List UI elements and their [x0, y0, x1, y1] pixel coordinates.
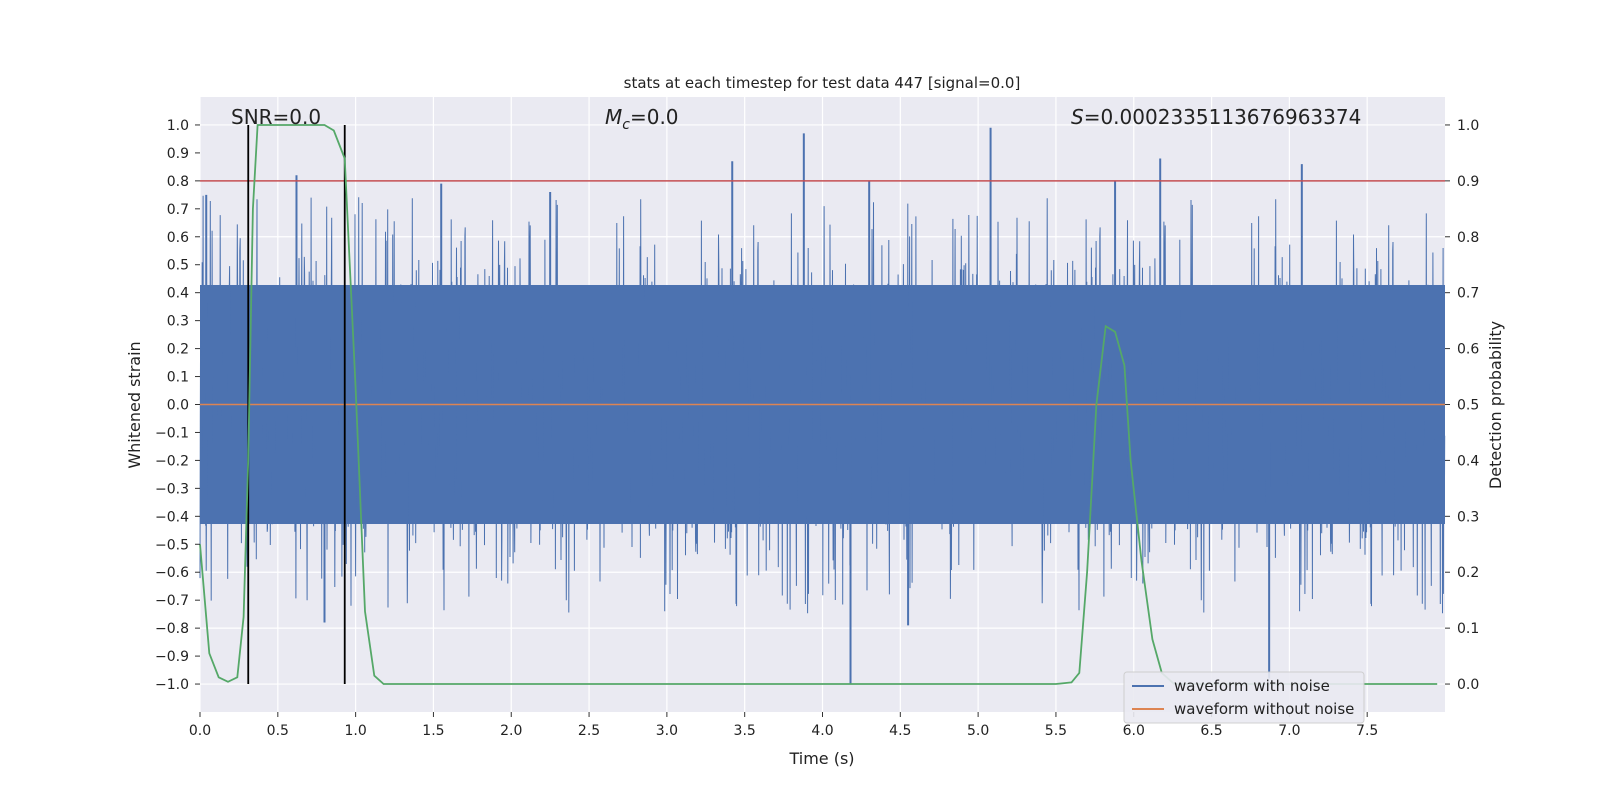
y2-tick-label: 0.7 — [1457, 286, 1479, 302]
x-tick-label: 3.0 — [656, 723, 678, 739]
y2-tick-label: 0.1 — [1457, 621, 1479, 637]
y-tick-label: −0.8 — [155, 621, 189, 637]
overlay-lines — [200, 124, 1445, 685]
snr-annotation: SNR=0.0 — [231, 105, 321, 129]
probability-line — [199, 124, 1438, 685]
legend: waveform with noise waveform without noi… — [1123, 671, 1365, 724]
x-tick-label: 0.5 — [267, 723, 289, 739]
chirp-mass-annotation: Mc=0.0 — [605, 105, 679, 133]
y-tick-label: −0.9 — [155, 649, 189, 665]
x-tick-label: 0.0 — [189, 723, 211, 739]
y2-tick-label: 0.6 — [1457, 342, 1479, 358]
y-tick-label: 0.9 — [167, 146, 189, 162]
y-tick-label: 0.6 — [167, 230, 189, 246]
x-tick-label: 1.5 — [422, 723, 444, 739]
y2-tick-label: 0.0 — [1457, 677, 1479, 693]
y-tick-label: 0.7 — [167, 202, 189, 218]
x-tick-label: 1.0 — [344, 723, 366, 739]
mc-value: =0.0 — [630, 105, 679, 129]
legend-box — [1123, 671, 1365, 724]
y-tick-label: −0.3 — [155, 481, 189, 497]
y-tick-label: 0.5 — [167, 258, 189, 274]
y2-tick-label: 0.4 — [1457, 453, 1479, 469]
y2-tick-label: 1.0 — [1457, 118, 1479, 134]
chart-title: stats at each timestep for test data 447… — [624, 74, 1021, 92]
y-tick-label: 0.4 — [167, 286, 189, 302]
y2-tick-label: 0.5 — [1457, 398, 1479, 414]
y-tick-label: 0.1 — [167, 370, 189, 386]
x-tick-label: 5.5 — [1045, 723, 1067, 739]
y-tick-label: −0.7 — [155, 593, 189, 609]
y-tick-label: 0.0 — [167, 398, 189, 414]
x-axis: 0.0 0.5 1.0 1.5 2.0 2.5 3.0 3.5 4.0 4.5 5.0 5.5 6.0 6… — [189, 712, 1378, 739]
s-statistic-annotation: S=0.0002335113676963374 — [1071, 105, 1361, 129]
x-tick-label: 4.0 — [811, 723, 833, 739]
y-tick-label: 0.3 — [167, 314, 189, 330]
legend-label-noise: waveform with noise — [1174, 677, 1330, 695]
s-value: =0.0002335113676963374 — [1084, 105, 1362, 129]
mc-symbol: M — [605, 105, 622, 129]
noise-waveform-line — [199, 195, 1446, 614]
y-tick-label: −0.4 — [155, 509, 189, 525]
y2-axis-label: Detection probability — [1486, 321, 1505, 489]
mc-subscript: c — [622, 117, 630, 133]
x-tick-label: 3.5 — [734, 723, 756, 739]
x-tick-label: 6.0 — [1123, 723, 1145, 739]
y-axis-label: Whitened strain — [125, 341, 144, 468]
y-tick-label: −1.0 — [155, 677, 189, 693]
y-tick-label: −0.2 — [155, 453, 189, 469]
y2-tick-label: 0.3 — [1457, 509, 1479, 525]
y-axis-right: 1.0 0.9 0.8 0.7 0.6 0.5 0.4 0.3 0.2 0.1 0.0 — [1445, 118, 1479, 693]
probability-series — [199, 124, 1438, 685]
x-tick-label: 2.5 — [578, 723, 600, 739]
legend-label-clean: waveform without noise — [1174, 700, 1354, 718]
x-tick-label: 6.5 — [1200, 723, 1222, 739]
x-tick-label: 5.0 — [967, 723, 989, 739]
y-tick-label: −0.5 — [155, 537, 189, 553]
y-tick-label: −0.1 — [155, 425, 189, 441]
y-axis-left: 1.0 0.9 0.8 0.7 0.6 0.5 0.4 0.3 0.2 0.1 0.0 −0.1 −0.… — [155, 118, 200, 693]
x-axis-label: Time (s) — [788, 749, 854, 768]
y-tick-label: 0.8 — [167, 174, 189, 190]
x-tick-label: 2.0 — [500, 723, 522, 739]
y-tick-label: −0.6 — [155, 565, 189, 581]
s-symbol: S — [1071, 105, 1084, 129]
y-tick-label: 1.0 — [167, 118, 189, 134]
y2-tick-label: 0.8 — [1457, 230, 1479, 246]
x-tick-label: 4.5 — [889, 723, 911, 739]
y2-tick-label: 0.2 — [1457, 565, 1479, 581]
x-tick-label: 7.5 — [1356, 723, 1378, 739]
x-tick-label: 7.0 — [1278, 723, 1300, 739]
y2-tick-label: 0.9 — [1457, 174, 1479, 190]
y-tick-label: 0.2 — [167, 342, 189, 358]
